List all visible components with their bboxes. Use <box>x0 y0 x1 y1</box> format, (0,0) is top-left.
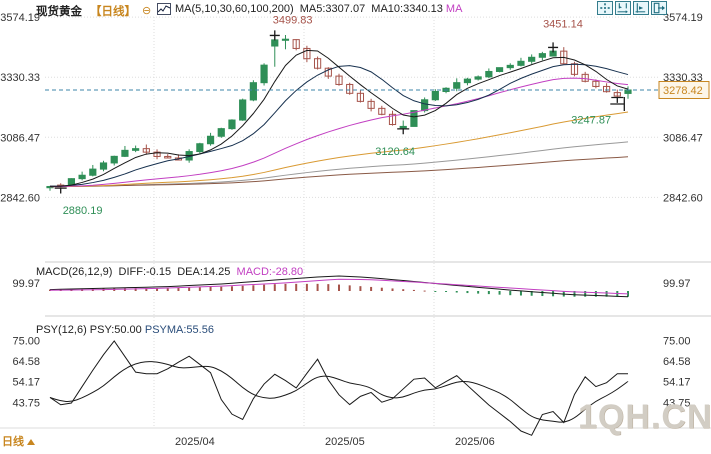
svg-text:2842.60: 2842.60 <box>0 192 40 204</box>
svg-text:2880.19: 2880.19 <box>63 205 103 217</box>
svg-text:99.97: 99.97 <box>663 278 691 290</box>
svg-text:2842.60: 2842.60 <box>663 192 703 204</box>
svg-text:3574.19: 3574.19 <box>663 12 703 24</box>
svg-text:75.00: 75.00 <box>12 336 40 348</box>
svg-text:99.97: 99.97 <box>12 278 40 290</box>
svg-text:54.17: 54.17 <box>663 377 691 389</box>
svg-text:3247.87: 3247.87 <box>571 115 611 127</box>
svg-text:3451.14: 3451.14 <box>543 18 583 30</box>
svg-text:54.17: 54.17 <box>12 377 40 389</box>
svg-text:3120.64: 3120.64 <box>375 146 415 158</box>
svg-text:3086.47: 3086.47 <box>0 132 40 144</box>
svg-text:75.00: 75.00 <box>663 336 691 348</box>
svg-text:3574.19: 3574.19 <box>0 12 40 24</box>
svg-text:64.58: 64.58 <box>12 356 40 368</box>
svg-text:3086.47: 3086.47 <box>663 132 703 144</box>
svg-text:3330.33: 3330.33 <box>0 72 40 84</box>
svg-text:3278.42: 3278.42 <box>663 85 703 97</box>
svg-text:43.75: 43.75 <box>12 397 40 409</box>
svg-text:3499.83: 3499.83 <box>273 14 313 26</box>
svg-text:64.58: 64.58 <box>663 356 691 368</box>
